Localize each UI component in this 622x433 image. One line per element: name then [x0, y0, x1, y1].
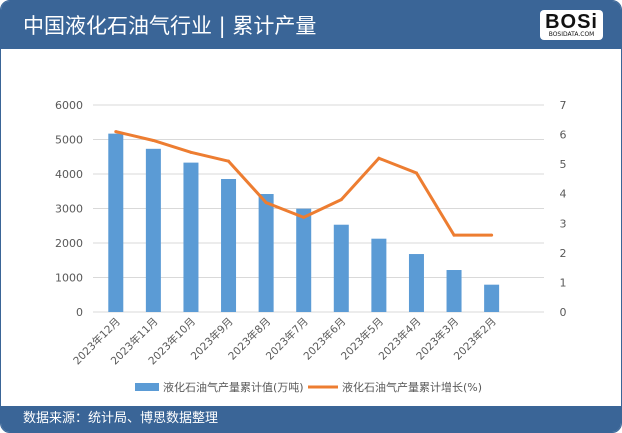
bar: [446, 270, 462, 312]
y2-tick-label: 5: [560, 158, 567, 171]
line-point: [151, 138, 155, 142]
line-point: [339, 198, 343, 202]
header: 中国液化石油气行业 | 累计产量 BOSi BOSIDATA.COM: [1, 1, 621, 49]
bar: [183, 162, 199, 312]
line-point: [227, 159, 231, 163]
logo-subtext: BOSIDATA.COM: [548, 31, 595, 38]
chart: 0100020003000400050006000012345672023年12…: [55, 99, 567, 394]
bar: [371, 238, 387, 312]
y2-tick-label: 7: [560, 99, 567, 112]
line-point: [264, 201, 268, 205]
bar: [333, 224, 349, 312]
line-point: [452, 233, 456, 237]
y-tick-label: 6000: [55, 99, 83, 112]
line-point: [490, 233, 494, 237]
y2-tick-label: 2: [560, 247, 567, 260]
y2-tick-label: 4: [560, 188, 567, 201]
y-tick-label: 1000: [55, 272, 83, 285]
y-tick-label: 0: [76, 306, 83, 319]
line-point: [414, 171, 418, 175]
legend-label: 液化石油气产量累计值(万吨): [163, 380, 304, 394]
legend-swatch-bar: [135, 383, 159, 391]
y-tick-label: 3000: [55, 203, 83, 216]
y2-tick-label: 3: [560, 217, 567, 230]
page-title: 中国液化石油气行业 | 累计产量: [23, 14, 317, 38]
y2-tick-label: 1: [560, 276, 567, 289]
bar: [296, 208, 312, 312]
y2-tick-label: 6: [560, 129, 567, 142]
line-point: [114, 130, 118, 134]
footer-source: 数据来源：统计局、博思数据整理: [1, 406, 621, 432]
bar: [258, 194, 274, 312]
bar: [108, 133, 124, 312]
line-point: [377, 156, 381, 160]
bar: [408, 254, 424, 312]
y2-tick-label: 0: [560, 306, 567, 319]
line-point: [302, 215, 306, 219]
y-tick-label: 2000: [55, 237, 83, 250]
bosi-logo: BOSi BOSIDATA.COM: [540, 10, 603, 40]
bar: [484, 284, 500, 312]
bar: [221, 179, 237, 312]
logo-text: BOSi: [545, 11, 598, 33]
bar: [145, 148, 161, 312]
y-tick-label: 5000: [55, 134, 83, 147]
line-point: [189, 150, 193, 154]
legend-label: 液化石油气产量累计增长(%): [342, 380, 482, 394]
y-tick-label: 4000: [55, 168, 83, 181]
